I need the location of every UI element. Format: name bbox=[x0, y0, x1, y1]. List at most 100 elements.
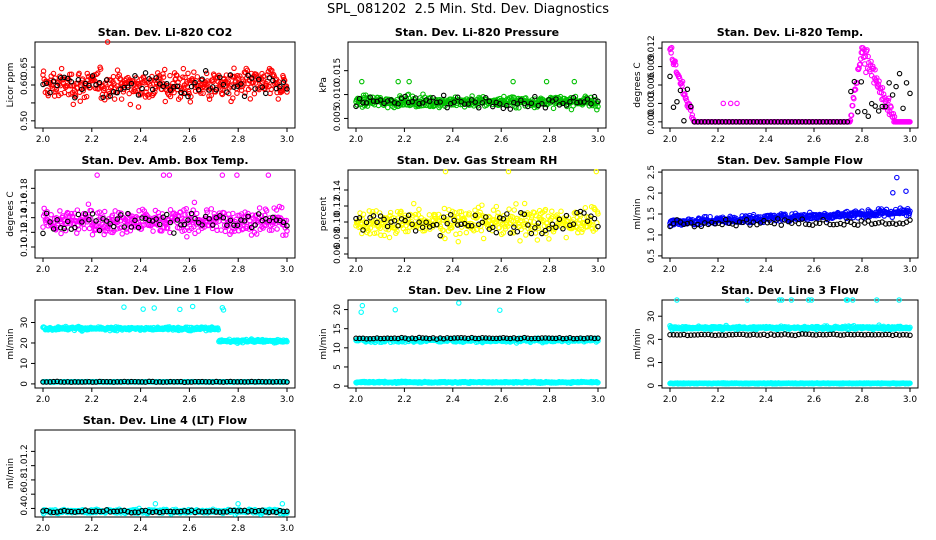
data-point bbox=[58, 65, 65, 72]
y-tick-label: 0.16 bbox=[20, 193, 30, 213]
data-point bbox=[885, 97, 891, 104]
x-tick-label: 2.8 bbox=[542, 135, 557, 145]
data-point bbox=[511, 207, 518, 213]
y-tick-label: 10 bbox=[20, 357, 30, 369]
data-point bbox=[734, 100, 740, 107]
overlay-point bbox=[255, 76, 262, 83]
data-point bbox=[891, 113, 898, 120]
data-point bbox=[174, 72, 180, 79]
overlay-point bbox=[747, 119, 753, 125]
overlay-point bbox=[356, 95, 363, 102]
overlay-point bbox=[757, 119, 764, 125]
y-axis-label: ml/min bbox=[633, 198, 643, 229]
data-point bbox=[234, 90, 240, 96]
overlay-point bbox=[670, 104, 677, 111]
data-point bbox=[283, 83, 290, 89]
overlay-point bbox=[775, 119, 781, 125]
overlay-point bbox=[584, 96, 591, 102]
overlay-point bbox=[667, 73, 673, 80]
data-point bbox=[571, 78, 578, 85]
data-point bbox=[679, 78, 686, 85]
overlay-point bbox=[823, 119, 830, 125]
data-point bbox=[558, 208, 564, 215]
y-tick-label: 0.015 bbox=[333, 58, 343, 84]
x-tick-label: 2.0 bbox=[663, 265, 678, 275]
panel-title: Stan. Dev. Li-820 Temp. bbox=[717, 26, 863, 39]
data-point bbox=[200, 90, 206, 97]
x-tick-label: 3.0 bbox=[591, 265, 606, 275]
data-point bbox=[97, 66, 104, 72]
x-tick-label: 2.0 bbox=[349, 395, 364, 405]
data-point bbox=[104, 39, 111, 45]
overlay-point bbox=[202, 68, 209, 74]
data-point bbox=[77, 98, 84, 104]
data-point bbox=[205, 80, 211, 86]
x-tick-label: 3.0 bbox=[903, 265, 918, 275]
x-tick-label: 2.6 bbox=[807, 265, 822, 275]
overlay-point bbox=[266, 75, 273, 81]
y-tick-label: 0.18 bbox=[20, 178, 30, 198]
overlay-point bbox=[733, 119, 739, 125]
y-tick-label: 20 bbox=[20, 337, 30, 349]
overlay-point bbox=[875, 108, 882, 114]
overlay-point bbox=[844, 119, 851, 125]
data-point bbox=[70, 101, 77, 108]
y-tick-label: 15 bbox=[333, 323, 343, 334]
overlay-point bbox=[577, 99, 584, 105]
overlay-point bbox=[848, 88, 854, 95]
y-tick-label: 0.50 bbox=[20, 111, 30, 131]
overlay-point bbox=[698, 119, 705, 125]
y-tick-label: 0.5 bbox=[647, 249, 657, 263]
overlay-point bbox=[241, 93, 248, 100]
y-tick-label: 0.10 bbox=[20, 237, 30, 257]
data-point bbox=[180, 65, 187, 72]
data-point bbox=[513, 201, 519, 207]
overlay-point bbox=[907, 217, 913, 223]
panel-title: Stan. Dev. Line 1 Flow bbox=[96, 284, 234, 297]
x-tick-label: 2.2 bbox=[397, 265, 411, 275]
data-point bbox=[386, 234, 393, 241]
overlay-point bbox=[72, 94, 78, 101]
data-point bbox=[118, 96, 125, 102]
x-tick-label: 2.2 bbox=[711, 395, 725, 405]
plot-frame bbox=[34, 169, 296, 259]
overlay-point bbox=[497, 101, 503, 107]
data-point bbox=[111, 96, 118, 102]
data-point bbox=[672, 62, 679, 68]
data-point bbox=[162, 98, 169, 105]
data-point bbox=[907, 119, 913, 125]
data-point bbox=[177, 306, 183, 313]
overlay-point bbox=[851, 78, 858, 85]
overlay-point bbox=[525, 103, 531, 110]
y-tick-label: 0.003 bbox=[647, 91, 657, 117]
overlay-point bbox=[377, 97, 384, 103]
panel-title: Stan. Dev. Gas Stream RH bbox=[397, 154, 558, 167]
overlay-point bbox=[391, 100, 398, 106]
data-point bbox=[147, 82, 153, 89]
data-point bbox=[256, 205, 263, 211]
data-point bbox=[849, 102, 856, 109]
overlay-point bbox=[858, 79, 865, 85]
overlay-point bbox=[217, 74, 223, 81]
overlay-point bbox=[553, 96, 559, 102]
y-tick-label: 2.5 bbox=[647, 165, 657, 179]
overlay-point bbox=[132, 73, 138, 79]
data-point bbox=[523, 232, 529, 238]
y-tick-label: 30 bbox=[647, 310, 657, 322]
overlay-point bbox=[855, 109, 861, 115]
x-tick-label: 2.2 bbox=[711, 135, 725, 145]
overlay-point bbox=[907, 90, 913, 97]
data-point bbox=[595, 103, 601, 110]
overlay-point bbox=[865, 113, 872, 120]
overlay-point bbox=[40, 230, 46, 237]
x-tick-label: 3.0 bbox=[591, 395, 606, 405]
data-point bbox=[101, 231, 107, 238]
data-point bbox=[58, 90, 64, 97]
overlay-point bbox=[715, 119, 722, 125]
overlay-point bbox=[353, 103, 359, 110]
overlay-point bbox=[500, 105, 507, 112]
data-point bbox=[687, 107, 694, 113]
overlay-point bbox=[813, 119, 819, 125]
overlay-point bbox=[451, 99, 457, 105]
